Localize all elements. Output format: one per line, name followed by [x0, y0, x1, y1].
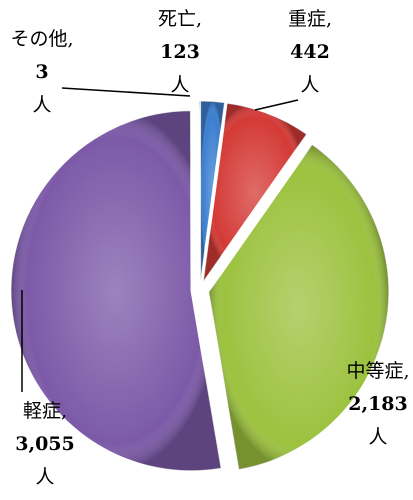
label-unit: 人 — [368, 426, 387, 448]
label-name: その他, — [10, 28, 73, 50]
slice-shade — [203, 103, 307, 282]
slice-shade — [11, 110, 222, 471]
label-name: 重症, — [288, 8, 332, 30]
label-name: 中等症, — [346, 360, 409, 382]
label-name: 軽症, — [23, 400, 67, 422]
label-name: 死亡, — [158, 8, 202, 30]
label-unit: 人 — [35, 466, 54, 488]
pie — [10, 100, 390, 472]
slice-shade — [199, 101, 200, 281]
slice-shade — [208, 144, 389, 470]
label-unit: 人 — [32, 94, 51, 116]
value-label: 3,055 — [15, 433, 75, 455]
slice-shade — [200, 101, 225, 282]
label-unit: 人 — [300, 74, 319, 96]
value-label: 442 — [290, 41, 330, 63]
label-unit: 人 — [170, 74, 189, 96]
value-label: 3 — [35, 61, 48, 83]
value-label: 123 — [160, 41, 200, 63]
value-label: 2,183 — [348, 393, 408, 415]
leader-line — [61, 87, 191, 97]
leader-line — [254, 99, 299, 111]
